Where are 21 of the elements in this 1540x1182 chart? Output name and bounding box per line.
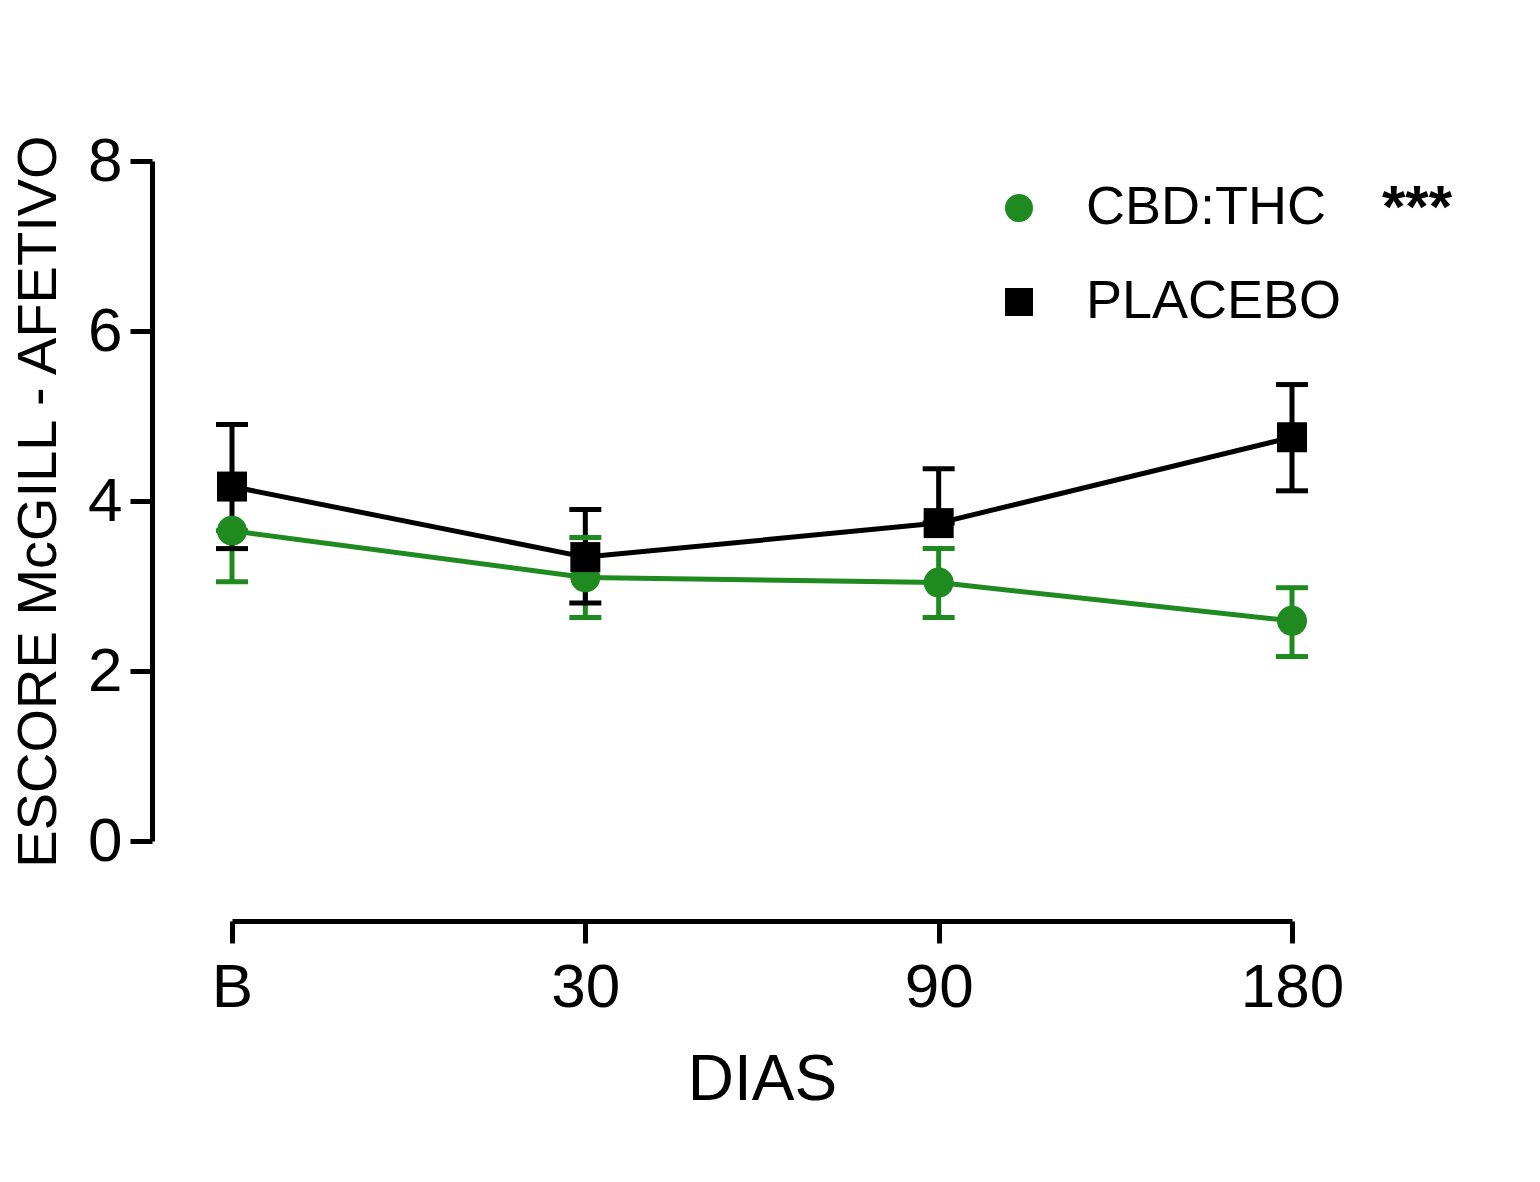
y-tick-label: 4 — [88, 464, 123, 534]
x-tick-label: 180 — [1240, 950, 1345, 1020]
x-tick-label: B — [211, 950, 254, 1020]
point — [923, 567, 954, 598]
point — [217, 471, 247, 502]
point — [1277, 422, 1307, 453]
y-axis-title: ESCORE McGILL - AFETIVO — [5, 135, 69, 868]
point — [217, 515, 247, 546]
y-tick-label: 0 — [88, 804, 123, 874]
point — [1277, 605, 1307, 636]
y-tick-label: 6 — [88, 294, 123, 364]
y-tick-label: 2 — [88, 634, 123, 704]
legend-label: PLACEBO — [1086, 269, 1342, 329]
point — [923, 508, 954, 539]
annotation: *** — [1382, 173, 1453, 240]
y-tick-label: 8 — [88, 124, 123, 194]
x-axis-title: DIAS — [687, 1041, 838, 1114]
x-tick-label: 90 — [904, 950, 974, 1020]
point — [570, 542, 601, 573]
x-tick-label: 30 — [551, 950, 621, 1020]
legend-label: CBD:THC — [1086, 175, 1326, 235]
